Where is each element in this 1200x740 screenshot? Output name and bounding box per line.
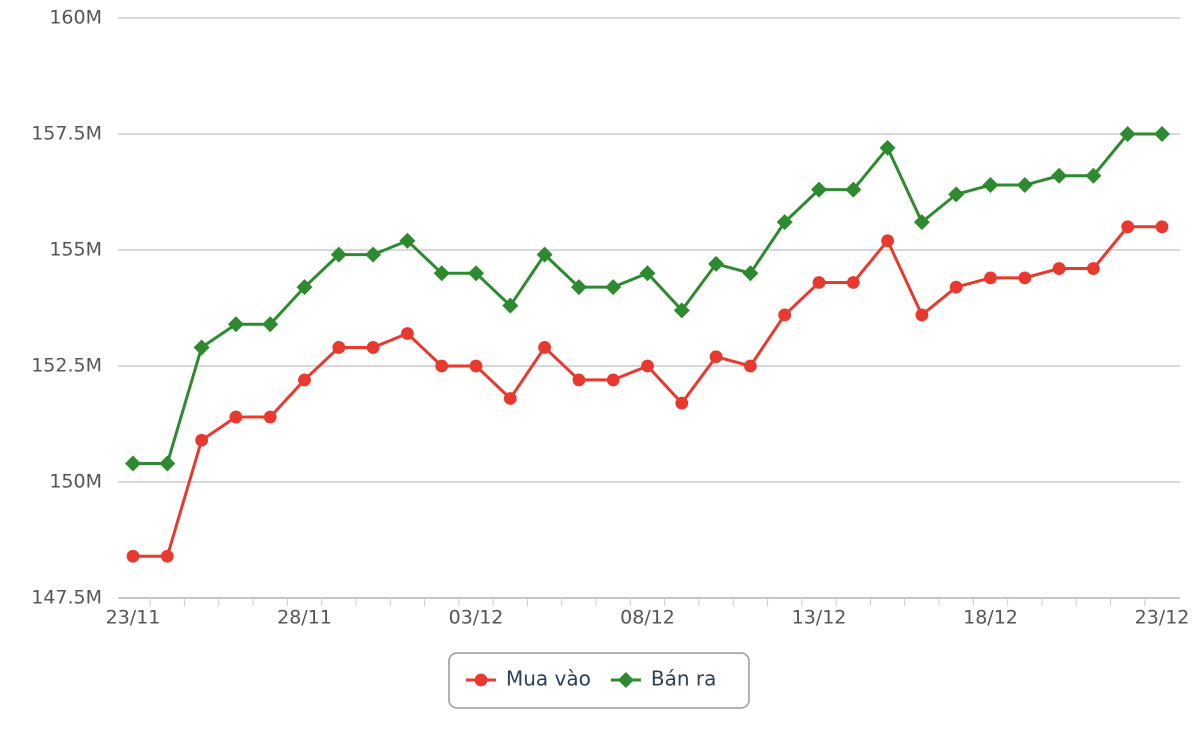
point — [881, 234, 894, 248]
point — [1155, 220, 1169, 234]
x-tick-label: 18/12 — [963, 607, 1018, 629]
point — [1052, 262, 1066, 275]
legend-box — [448, 652, 750, 709]
point — [617, 672, 634, 688]
x-tick-label: 28/11 — [277, 607, 332, 629]
point — [949, 280, 963, 294]
point — [365, 246, 382, 263]
point — [332, 341, 346, 354]
point — [675, 396, 689, 410]
point — [812, 276, 826, 289]
point — [298, 373, 311, 387]
point — [502, 297, 519, 314]
y-tick-label: 157.5M — [31, 123, 102, 145]
point — [536, 246, 553, 263]
point — [474, 673, 488, 687]
point — [296, 279, 313, 296]
point — [742, 265, 759, 282]
point — [709, 350, 723, 364]
point — [227, 316, 244, 333]
point — [811, 181, 827, 198]
point — [1121, 220, 1135, 234]
point — [776, 214, 793, 231]
point — [673, 302, 690, 319]
point — [982, 177, 999, 194]
point — [1087, 262, 1100, 275]
point — [605, 279, 622, 296]
x-tick-label: 08/12 — [620, 607, 675, 629]
point — [915, 308, 929, 322]
point — [1154, 126, 1170, 142]
point — [401, 327, 414, 340]
x-tick-label: 13/12 — [792, 607, 847, 629]
point — [1119, 126, 1136, 142]
point — [639, 265, 656, 282]
point — [948, 186, 965, 203]
point — [263, 410, 277, 424]
point — [845, 181, 862, 198]
point — [399, 232, 416, 249]
y-tick-label: 152.5M — [31, 355, 102, 377]
y-tick-label: 160M — [49, 7, 102, 29]
series-line — [133, 132, 1162, 465]
point — [469, 359, 483, 373]
y-tick-label: 150M — [49, 471, 102, 493]
point — [433, 265, 450, 282]
x-tick-label: 03/12 — [449, 607, 504, 629]
point — [879, 139, 896, 156]
point — [1051, 167, 1068, 184]
point — [229, 410, 243, 424]
point — [195, 433, 209, 447]
point — [984, 271, 997, 285]
legend-label: Bán ra — [651, 667, 717, 691]
point — [572, 373, 586, 387]
point — [606, 373, 620, 387]
point — [330, 246, 347, 263]
point — [193, 339, 210, 356]
point — [778, 308, 792, 322]
point — [1085, 167, 1102, 184]
point — [160, 549, 174, 563]
point — [366, 341, 380, 354]
point — [570, 279, 587, 296]
point — [468, 265, 484, 282]
point — [641, 359, 654, 373]
point — [744, 359, 757, 373]
legend: Mua vào Bán ra — [448, 652, 750, 709]
point — [159, 455, 176, 472]
legend-label: Mua vào — [506, 667, 591, 691]
point — [435, 359, 449, 373]
point — [125, 455, 141, 472]
point — [538, 341, 551, 354]
x-tick-label: 23/12 — [1135, 607, 1190, 629]
point — [503, 392, 517, 405]
point — [846, 276, 860, 289]
point — [126, 549, 140, 563]
point — [1016, 177, 1033, 194]
point — [1018, 271, 1032, 285]
y-tick-label: 147.5M — [31, 587, 102, 609]
y-tick-label: 155M — [49, 239, 102, 261]
point — [262, 316, 279, 333]
x-tick-label: 23/11 — [106, 607, 161, 629]
point — [913, 214, 930, 231]
point — [708, 255, 725, 272]
